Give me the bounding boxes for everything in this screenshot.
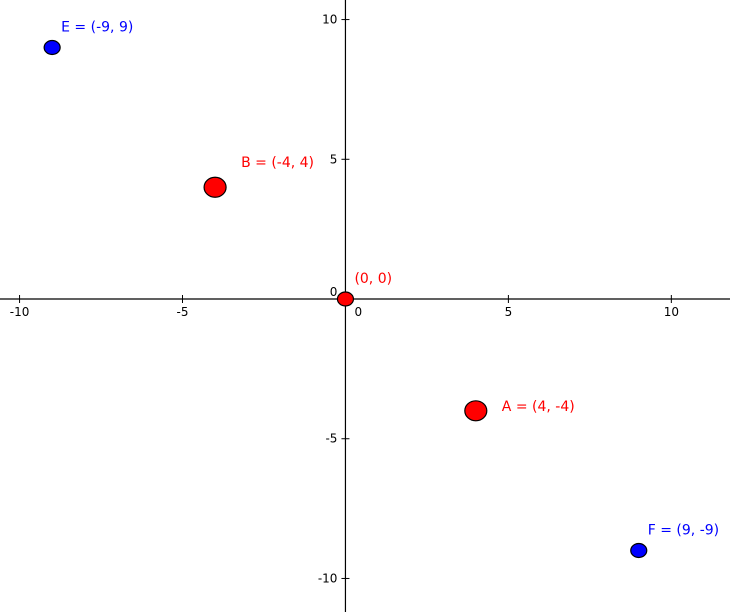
x-tick-label: -5 [177,305,189,319]
point-label-e: E = (-9, 9) [61,20,133,36]
y-tick-label: 0 [330,285,338,299]
x-tick-label: -10 [10,305,30,319]
point-a[interactable] [464,400,488,422]
point-label-f: F = (9, -9) [648,523,719,539]
x-tick-label: 5 [505,305,513,319]
y-tick-label: 5 [330,152,338,166]
point-label-b: B = (-4, 4) [241,155,314,171]
point-e[interactable] [43,39,61,56]
x-tick-label: 10 [664,305,679,319]
x-tick-label: 0 [354,305,362,319]
point-o[interactable] [336,291,355,307]
point-f[interactable] [630,542,648,559]
y-tick-label: 10 [322,13,337,27]
y-tick-label: -5 [325,432,337,446]
point-b[interactable] [203,176,227,198]
point-label-a: A = (4, -4) [502,399,575,415]
y-tick-label: -10 [318,571,338,585]
point-label-o: (0, 0) [354,271,392,287]
